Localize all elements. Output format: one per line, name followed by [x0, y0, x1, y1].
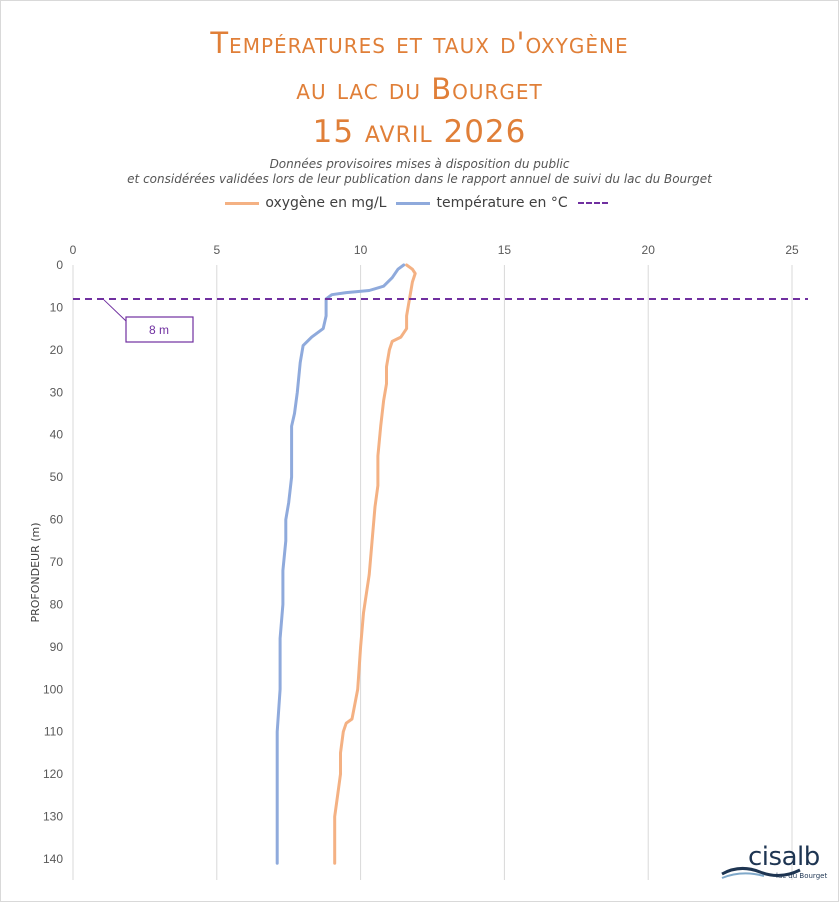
y-tick-label: 110 — [44, 725, 63, 739]
oxygen-profile-line — [333, 263, 417, 865]
y-axis-label: PROFONDEUR (m) — [29, 522, 42, 622]
logo-tagline: lac du Bourget — [776, 872, 828, 880]
threshold-callout-leader — [103, 299, 127, 322]
x-tick-label: 20 — [642, 243, 656, 257]
cisalb-logo: cisalb lac du Bourget — [720, 840, 832, 890]
y-tick-label: 120 — [43, 767, 63, 781]
logo-wave-icon — [721, 867, 801, 879]
y-tick-label: 80 — [50, 597, 64, 611]
y-tick-label: 30 — [50, 385, 64, 399]
y-tick-label: 50 — [50, 470, 64, 484]
legend-item-oxygen: oxygène en mg/L — [225, 195, 386, 211]
y-tick-label: 90 — [50, 640, 64, 654]
y-tick-label: 60 — [50, 513, 64, 527]
legend-label-oxygen: oxygène en mg/L — [265, 195, 387, 211]
x-tick-label: 25 — [785, 243, 799, 257]
threshold-callout-box — [125, 316, 194, 343]
chart-date-title: 15 avril 2026 — [312, 114, 527, 150]
x-tick-label: 15 — [498, 243, 512, 257]
temperature-profile-line — [275, 263, 406, 865]
legend-item-threshold — [577, 202, 614, 204]
y-tick-label: 140 — [43, 852, 63, 866]
chart-title-line-2: au lac du Bourget — [296, 72, 543, 106]
y-tick-label: 0 — [56, 258, 63, 272]
y-tick-label: 100 — [43, 682, 63, 696]
legend-swatch-threshold — [577, 202, 608, 204]
chart-legend: oxygène en mg/L température en °C — [0, 195, 839, 211]
x-tick-label: 0 — [70, 243, 77, 257]
disclaimer-line-2: et considérées validées lors de leur pub… — [127, 172, 712, 186]
chart-title-line-1: Températures et taux d'oxygène — [210, 26, 629, 60]
y-tick-label: 20 — [50, 343, 64, 357]
y-tick-label: 130 — [43, 810, 63, 824]
threshold-label: 8 m — [149, 323, 169, 337]
y-tick-label: 40 — [50, 428, 64, 442]
legend-swatch-temperature — [396, 201, 431, 205]
x-tick-label: 10 — [354, 243, 368, 257]
y-tick-label: 70 — [50, 555, 64, 569]
legend-swatch-oxygen — [225, 201, 260, 205]
y-tick-label: 10 — [50, 300, 64, 314]
legend-label-temperature: température en °C — [436, 195, 568, 211]
disclaimer-line-1: Données provisoires mises à disposition … — [269, 157, 570, 171]
logo-wordmark: cisalb — [748, 842, 820, 872]
legend-item-temperature: température en °C — [396, 195, 568, 211]
x-tick-label: 5 — [213, 243, 220, 257]
